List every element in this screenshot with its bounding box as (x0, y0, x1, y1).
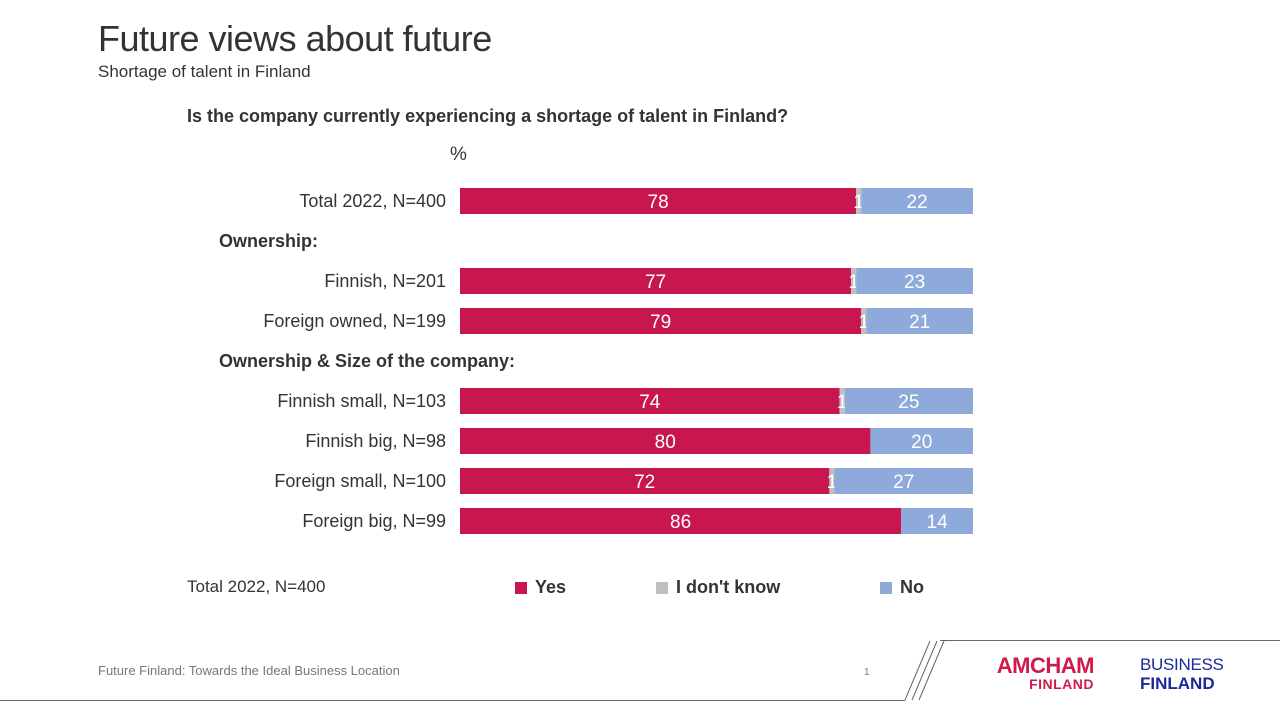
legend-swatch-yes (515, 581, 527, 594)
data-label: 1 (853, 192, 864, 213)
group-heading: Ownership: (219, 231, 318, 251)
bar-segment-no (870, 428, 973, 454)
category-label: Foreign small, N=100 (274, 471, 446, 491)
bar-segment-i-don-t-know (839, 388, 845, 414)
legend-swatch-dont-know (656, 581, 668, 594)
category-label: Foreign big, N=99 (302, 511, 446, 531)
bar-segment-yes (460, 308, 862, 334)
legend-label-dont-know: I don't know (676, 577, 781, 597)
bar-segment-i-don-t-know (856, 188, 862, 214)
bar-segment-i-don-t-know (861, 308, 867, 334)
legend-item-dont-know: I don't know (656, 577, 780, 598)
legend-swatch-no (880, 581, 892, 594)
bar-segment-yes (460, 508, 902, 534)
data-label: 77 (645, 272, 666, 293)
unit-label: % (450, 144, 467, 165)
category-label: Finnish, N=201 (324, 271, 446, 291)
category-label: Finnish small, N=103 (277, 391, 446, 411)
bar-segment-no (901, 508, 973, 534)
data-label: 1 (827, 472, 838, 493)
bar-segment-yes (460, 468, 830, 494)
category-label: Finnish big, N=98 (305, 431, 446, 451)
data-label: 14 (927, 512, 949, 533)
data-label: 1 (859, 312, 870, 333)
data-label: 23 (904, 272, 925, 293)
data-label: 20 (911, 432, 932, 453)
data-label: 78 (648, 192, 669, 213)
bar-segment-no (834, 468, 973, 494)
page-subtitle: Shortage of talent in Finland (98, 62, 311, 81)
bar-segment-no (866, 308, 973, 334)
amcham-finland-logo: AMCHAM FINLAND (976, 653, 1095, 692)
bar-segment-yes (460, 428, 871, 454)
bf-logo-line1: BUSINESS (1140, 655, 1224, 674)
business-finland-logo: BUSINESS FINLAND (1140, 655, 1224, 693)
legend-base-note: Total 2022, N=400 (187, 577, 326, 596)
data-label: 72 (634, 472, 655, 493)
bar-segment-yes (460, 268, 852, 294)
data-label: 86 (670, 512, 691, 533)
bar-segment-yes (460, 388, 840, 414)
data-label: 80 (655, 432, 676, 453)
group-heading: Ownership & Size of the company: (219, 351, 515, 371)
amcham-logo-line1: AMCHAM (996, 653, 1095, 678)
chart-title: Is the company currently experiencing a … (187, 106, 789, 126)
data-label: 79 (650, 312, 671, 333)
bar-segment-yes (460, 188, 857, 214)
data-label: 1 (848, 272, 859, 293)
category-label: Total 2022, N=400 (299, 191, 446, 211)
chart-legend: Total 2022, N=400 Yes I don't know No (0, 577, 1280, 601)
bf-logo-line2: FINLAND (1140, 674, 1215, 693)
data-label: 74 (639, 392, 661, 413)
legend-label-yes: Yes (535, 577, 567, 597)
category-label: Foreign owned, N=199 (263, 311, 446, 331)
data-label: 27 (893, 472, 914, 493)
bar-segment-no (856, 268, 973, 294)
data-label: 22 (907, 192, 928, 213)
data-label: 1 (837, 392, 848, 413)
footer-divider-right (940, 640, 1280, 641)
legend-item-yes: Yes (515, 577, 566, 598)
legend-label-no: No (900, 577, 924, 597)
legend-item-no: No (880, 577, 924, 598)
footer-divider (0, 700, 905, 701)
data-label: 25 (898, 392, 919, 413)
bar-segment-i-don-t-know (829, 468, 835, 494)
footer-text: Future Finland: Towards the Ideal Busine… (98, 663, 400, 678)
page-number: 1 (864, 667, 870, 678)
amcham-logo-line2: FINLAND (1029, 676, 1094, 692)
bar-segment-i-don-t-know (851, 268, 857, 294)
stacked-bar-chart: Total 2022, N=400 78 1 22 Ownership: Finnish,… (219, 188, 973, 534)
bar-segment-no (861, 188, 973, 214)
data-label: 21 (909, 312, 930, 333)
bar-segment-no (844, 388, 973, 414)
page-title: Future views about future (98, 18, 492, 59)
